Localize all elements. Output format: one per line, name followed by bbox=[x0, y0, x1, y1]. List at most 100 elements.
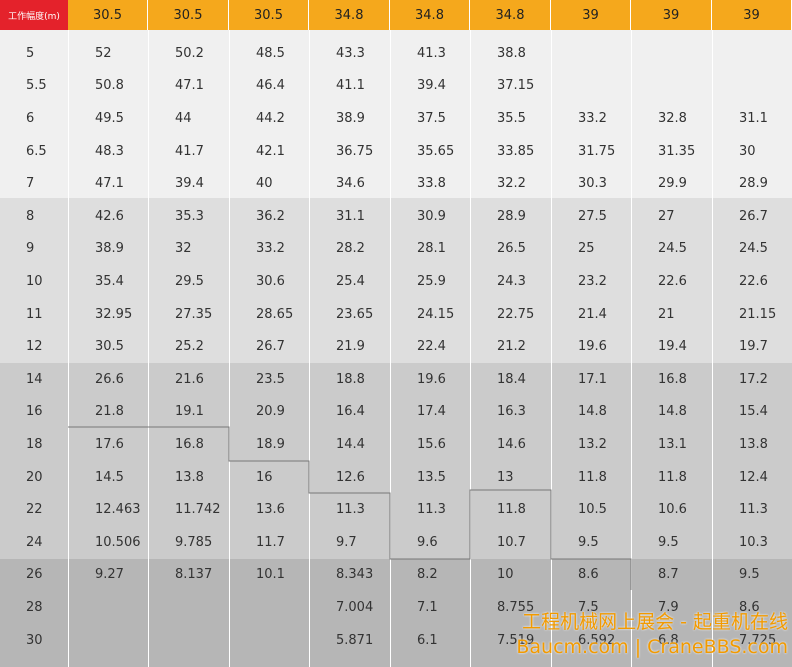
table-cell: 7.9 bbox=[658, 599, 679, 615]
table-cell: 29.9 bbox=[658, 176, 687, 192]
table-cell: 13.6 bbox=[256, 502, 285, 518]
table-cell: 37.5 bbox=[417, 110, 446, 126]
table-cell: 26.6 bbox=[95, 371, 124, 387]
table-cell: 32.8 bbox=[658, 110, 687, 126]
row-band bbox=[0, 30, 792, 198]
table-cell: 10.1 bbox=[256, 567, 285, 583]
table-cell: 38.9 bbox=[336, 110, 365, 126]
table-cell: 27.35 bbox=[175, 306, 213, 322]
table-cell: 47.1 bbox=[95, 176, 124, 192]
table-cell: 13.2 bbox=[578, 436, 607, 452]
table-cell: 42.6 bbox=[95, 208, 124, 224]
table-cell: 17.4 bbox=[417, 404, 446, 420]
table-cell: 32.2 bbox=[497, 176, 526, 192]
table-cell: 9.5 bbox=[739, 567, 760, 583]
table-cell: 26.5 bbox=[497, 241, 526, 257]
table-cell: 35.65 bbox=[417, 143, 455, 159]
table-cell: 9.27 bbox=[95, 567, 124, 583]
header-cell: 34.8 bbox=[309, 0, 390, 30]
table-cell: 27 bbox=[658, 208, 675, 224]
table-cell: 12.463 bbox=[95, 502, 141, 518]
row-label: 6.5 bbox=[26, 143, 47, 159]
table-cell: 22.6 bbox=[739, 273, 768, 289]
table-cell: 11.8 bbox=[578, 469, 607, 485]
table-cell: 30.3 bbox=[578, 176, 607, 192]
table-cell: 24.3 bbox=[497, 273, 526, 289]
table-cell: 21.9 bbox=[336, 339, 365, 355]
table-cell: 22.75 bbox=[497, 306, 535, 322]
table-cell: 30.9 bbox=[417, 208, 446, 224]
table-cell: 41.3 bbox=[417, 45, 446, 61]
table-cell: 33.85 bbox=[497, 143, 535, 159]
table-cell: 20.9 bbox=[256, 404, 285, 420]
table-cell: 26.7 bbox=[739, 208, 768, 224]
table-cell: 31.1 bbox=[739, 110, 768, 126]
column-separator bbox=[551, 30, 552, 667]
table-cell: 19.6 bbox=[578, 339, 607, 355]
table-cell: 9.5 bbox=[578, 534, 599, 550]
table-cell: 10.506 bbox=[95, 534, 141, 550]
header-cell: 工作幅度(m) bbox=[0, 0, 68, 30]
table-cell: 10 bbox=[497, 567, 514, 583]
row-label: 22 bbox=[26, 502, 43, 518]
column-separator bbox=[229, 30, 230, 667]
table-cell: 35.3 bbox=[175, 208, 204, 224]
table-cell: 24.5 bbox=[658, 241, 687, 257]
column-separator bbox=[390, 30, 391, 667]
row-label: 7 bbox=[26, 176, 35, 192]
table-cell: 25.9 bbox=[417, 273, 446, 289]
table-cell: 11.3 bbox=[739, 502, 768, 518]
table-cell: 48.5 bbox=[256, 45, 285, 61]
table-cell: 14.4 bbox=[336, 436, 365, 452]
table-cell: 28.9 bbox=[497, 208, 526, 224]
table-cell: 30 bbox=[739, 143, 756, 159]
table-cell: 21.2 bbox=[497, 339, 526, 355]
table-cell: 29.5 bbox=[175, 273, 204, 289]
table-cell: 43.3 bbox=[336, 45, 365, 61]
table-cell: 7.519 bbox=[497, 632, 535, 648]
table-cell: 25.4 bbox=[336, 273, 365, 289]
table-cell: 27.5 bbox=[578, 208, 607, 224]
table-cell: 13.8 bbox=[175, 469, 204, 485]
table-cell: 24.15 bbox=[417, 306, 455, 322]
table-cell: 14.8 bbox=[658, 404, 687, 420]
table-cell: 11.3 bbox=[336, 502, 365, 518]
table-cell: 22.4 bbox=[417, 339, 446, 355]
table-cell: 8.137 bbox=[175, 567, 213, 583]
table-cell: 21.6 bbox=[175, 371, 204, 387]
table-cell: 32.95 bbox=[95, 306, 133, 322]
table-cell: 36.75 bbox=[336, 143, 374, 159]
table-cell: 26.7 bbox=[256, 339, 285, 355]
table-cell: 28.65 bbox=[256, 306, 294, 322]
table-cell: 13 bbox=[497, 469, 514, 485]
table-cell: 32 bbox=[175, 241, 192, 257]
table-cell: 17.2 bbox=[739, 371, 768, 387]
column-separator bbox=[470, 30, 471, 667]
table-cell: 10.6 bbox=[658, 502, 687, 518]
header-cell: 39 bbox=[712, 0, 792, 30]
table-cell: 16.4 bbox=[336, 404, 365, 420]
table-cell: 21.15 bbox=[739, 306, 777, 322]
table-cell: 52 bbox=[95, 45, 112, 61]
column-separator bbox=[631, 30, 632, 667]
table-cell: 31.35 bbox=[658, 143, 696, 159]
table-cell: 8.6 bbox=[578, 567, 599, 583]
table-cell: 19.6 bbox=[417, 371, 446, 387]
row-label: 28 bbox=[26, 599, 43, 615]
table-cell: 8.343 bbox=[336, 567, 374, 583]
table-cell: 44.2 bbox=[256, 110, 285, 126]
table-cell: 21.4 bbox=[578, 306, 607, 322]
table-cell: 6.8 bbox=[658, 632, 679, 648]
table-cell: 16.3 bbox=[497, 404, 526, 420]
table-cell: 22.6 bbox=[658, 273, 687, 289]
table-cell: 21 bbox=[658, 306, 675, 322]
table-cell: 7.725 bbox=[739, 632, 777, 648]
row-label: 26 bbox=[26, 567, 43, 583]
table-cell: 17.1 bbox=[578, 371, 607, 387]
table-cell: 23.65 bbox=[336, 306, 374, 322]
table-cell: 6.592 bbox=[578, 632, 616, 648]
table-cell: 13.5 bbox=[417, 469, 446, 485]
table-cell: 18.4 bbox=[497, 371, 526, 387]
table-cell: 44 bbox=[175, 110, 192, 126]
table-cell: 36.2 bbox=[256, 208, 285, 224]
